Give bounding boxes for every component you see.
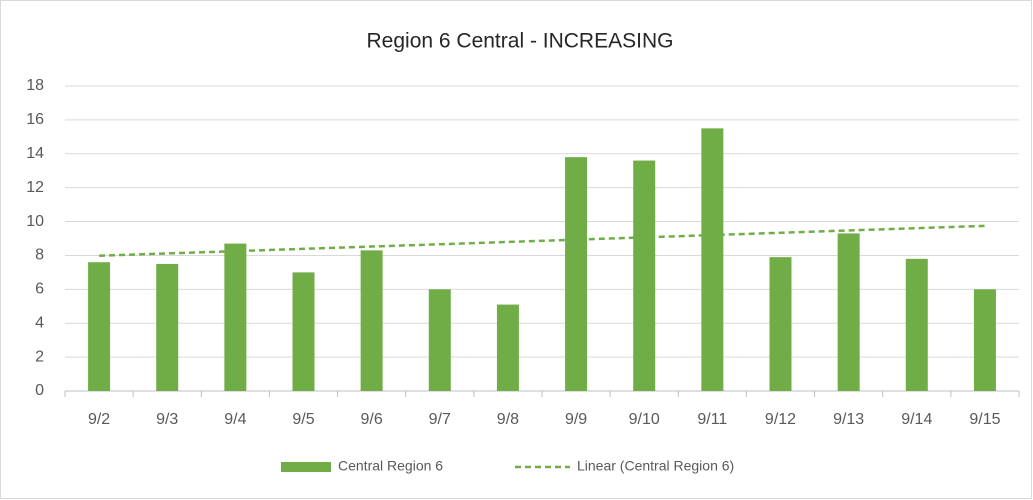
x-tick-label: 9/13: [833, 411, 864, 428]
y-tick-label: 2: [35, 348, 44, 365]
y-tick-label: 10: [26, 213, 44, 230]
y-tick-label: 14: [26, 145, 44, 162]
x-tick-label: 9/15: [969, 411, 1000, 428]
y-tick-label: 4: [35, 314, 44, 331]
bar: [360, 250, 383, 391]
bar: [496, 304, 519, 391]
bar: [565, 157, 588, 391]
bar: [973, 289, 996, 391]
x-tick-label: 9/9: [565, 411, 587, 428]
y-tick-label: 0: [35, 382, 44, 399]
y-tick-label: 12: [26, 179, 44, 196]
x-tick-label: 9/7: [429, 411, 451, 428]
legend-label: Central Region 6: [338, 458, 443, 474]
bar: [224, 243, 247, 391]
x-tick-label: 9/12: [765, 411, 796, 428]
bar: [837, 233, 860, 391]
bar: [88, 262, 111, 391]
legend-label: Linear (Central Region 6): [577, 458, 734, 474]
y-tick-label: 16: [26, 111, 44, 128]
x-tick-label: 9/11: [697, 411, 727, 428]
bar: [156, 263, 179, 391]
trendline: [99, 224, 985, 257]
bar: [292, 272, 315, 391]
y-tick-label: 18: [26, 77, 44, 94]
x-tick-label: 9/6: [361, 411, 383, 428]
x-tick-label: 9/4: [224, 411, 246, 428]
x-tick-label: 9/2: [88, 411, 110, 428]
x-tick-label: 9/10: [629, 411, 660, 428]
bar: [769, 257, 792, 391]
x-tick-label: 9/5: [292, 411, 314, 428]
y-tick-label: 6: [35, 281, 44, 298]
x-tick-label: 9/3: [156, 411, 178, 428]
legend-swatch: [281, 462, 331, 472]
chart-title: Region 6 Central - INCREASING: [367, 30, 674, 53]
x-tick-label: 9/14: [901, 411, 932, 428]
bar: [428, 289, 451, 391]
y-tick-label: 8: [35, 247, 44, 264]
bar: [633, 160, 656, 391]
x-tick-label: 9/8: [497, 411, 519, 428]
bar: [701, 128, 724, 391]
bar: [905, 258, 928, 391]
